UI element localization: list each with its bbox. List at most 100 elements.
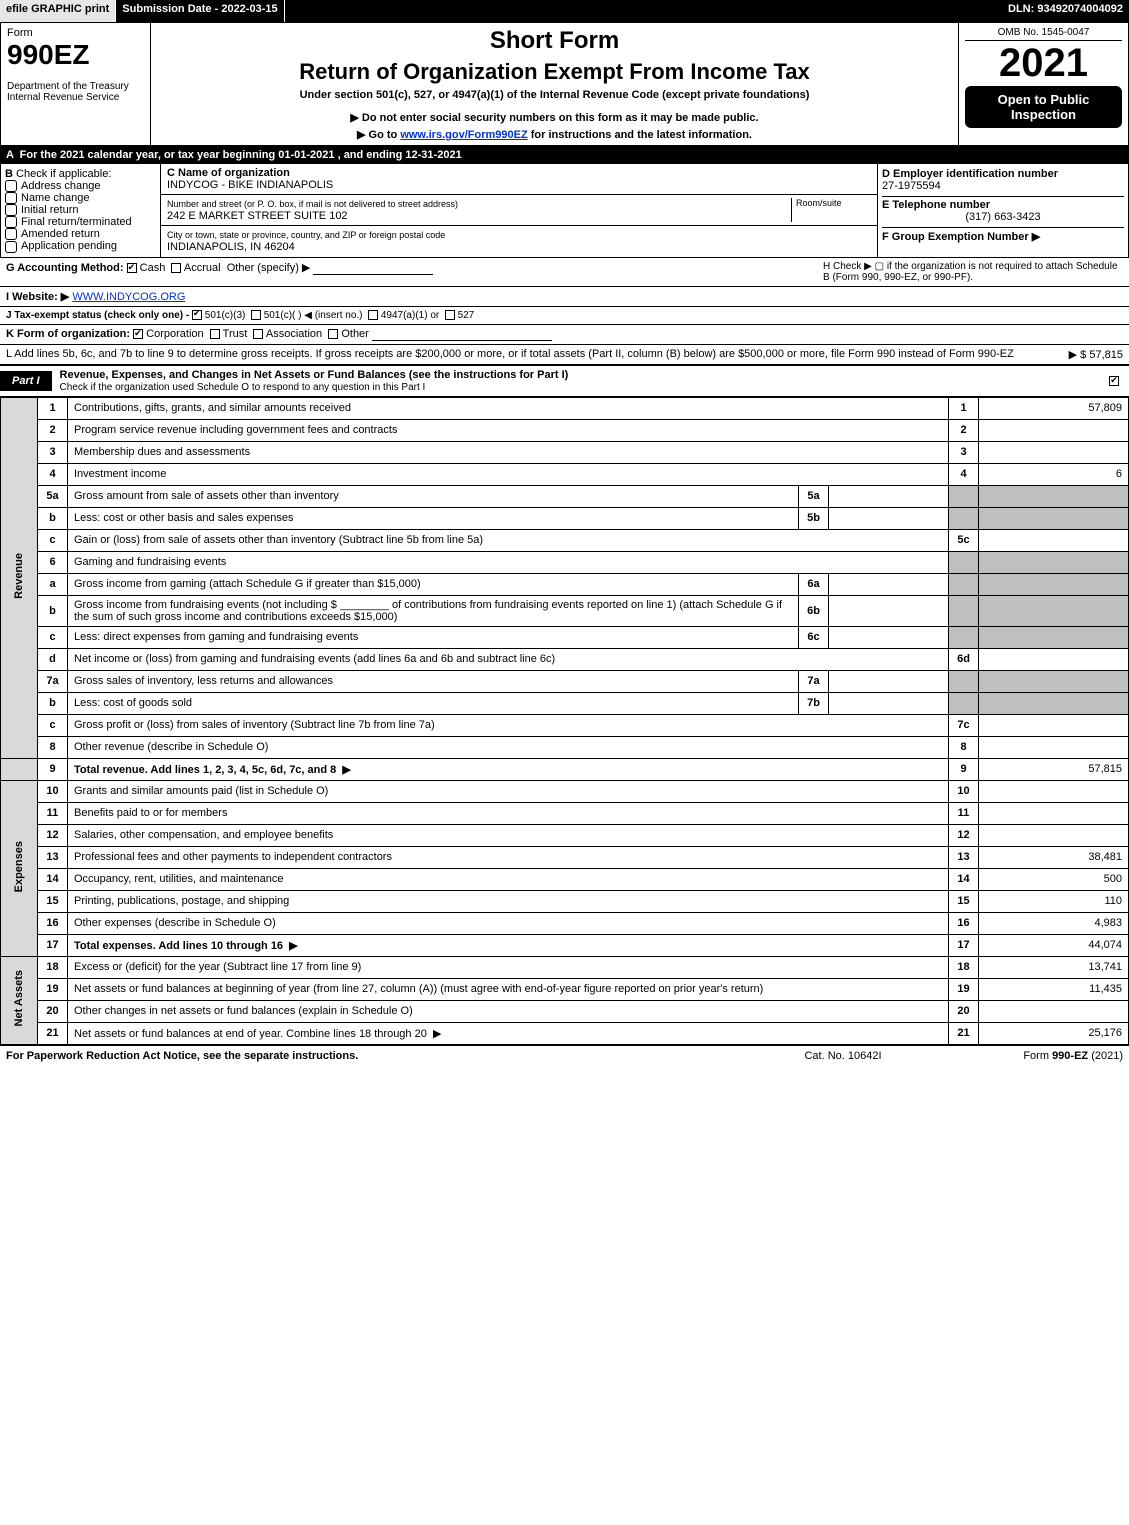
s5a: 5a [799, 485, 829, 507]
line-g-h: G Accounting Method: Cash Accrual Other … [0, 258, 1129, 287]
tax-year: 2021 [965, 41, 1122, 86]
v6a-shade [979, 573, 1129, 595]
l-text: L Add lines 5b, 6c, and 7b to line 9 to … [6, 348, 1023, 361]
line-a-text: For the 2021 calendar year, or tax year … [20, 149, 462, 161]
checkbox-pending[interactable] [5, 241, 17, 253]
r8: 8 [949, 736, 979, 758]
n14: 14 [38, 868, 68, 890]
t2: Program service revenue including govern… [68, 419, 949, 441]
t17: Total expenses. Add lines 10 through 16 … [68, 934, 949, 956]
sv5b [829, 507, 949, 529]
k-other-input[interactable] [372, 328, 552, 341]
r18: 18 [949, 956, 979, 978]
v18: 13,741 [979, 956, 1129, 978]
checkbox-name-change[interactable] [5, 192, 17, 204]
n11: 11 [38, 802, 68, 824]
website-link[interactable]: WWW.INDYCOG.ORG [72, 291, 185, 303]
checkbox-other[interactable] [328, 329, 338, 339]
k-label: K Form of organization: [6, 328, 130, 340]
v1: 57,809 [979, 397, 1129, 419]
t8: Other revenue (describe in Schedule O) [68, 736, 949, 758]
n6b: b [38, 595, 68, 626]
t18: Excess or (deficit) for the year (Subtra… [68, 956, 949, 978]
sv6b [829, 595, 949, 626]
room-suite: Room/suite [791, 198, 871, 222]
city: INDIANAPOLIS, IN 46204 [167, 241, 295, 253]
street-label: Number and street (or P. O. box, if mail… [167, 199, 458, 209]
checkbox-accrual[interactable] [171, 263, 181, 273]
part-i-tab: Part I [0, 371, 52, 391]
b-title: Check if applicable: [16, 168, 111, 180]
efile-topbar: efile GRAPHIC print Submission Date - 20… [0, 0, 1129, 22]
t7c: Gross profit or (loss) from sales of inv… [68, 714, 949, 736]
col-d: D Employer identification number 27-1975… [878, 164, 1128, 257]
n5b: b [38, 507, 68, 529]
checkbox-527[interactable] [445, 310, 455, 320]
v6b-shade [979, 595, 1129, 626]
row-5b: b Less: cost or other basis and sales ex… [1, 507, 1129, 529]
row-6b: b Gross income from fundraising events (… [1, 595, 1129, 626]
v5a-shade [979, 485, 1129, 507]
dept-treasury: Department of the Treasury Internal Reve… [7, 81, 144, 103]
checkbox-final[interactable] [5, 216, 17, 228]
irs-link[interactable]: www.irs.gov/Form990EZ [400, 129, 527, 141]
n4: 4 [38, 463, 68, 485]
efile-print[interactable]: efile GRAPHIC print [0, 0, 116, 22]
v6c-shade [979, 626, 1129, 648]
t7b: Less: cost of goods sold [68, 692, 799, 714]
k-d: Other [341, 328, 369, 340]
j-b: 501(c)( ) ◀ (insert no.) [264, 310, 363, 321]
line-h: H Check ▶ ▢ if the organization is not r… [823, 261, 1123, 283]
subtitle: Under section 501(c), 527, or 4947(a)(1)… [161, 89, 948, 101]
s6c: 6c [799, 626, 829, 648]
col-c: C Name of organization INDYCOG - BIKE IN… [161, 164, 878, 257]
k-a: Corporation [146, 328, 203, 340]
header-right: OMB No. 1545-0047 2021 Open to Public In… [958, 23, 1128, 145]
checkbox-501c3[interactable] [192, 310, 202, 320]
checkbox-address-change[interactable] [5, 180, 17, 192]
row-6a: a Gross income from gaming (attach Sched… [1, 573, 1129, 595]
v5c [979, 529, 1129, 551]
col-b: B Check if applicable: Address change Na… [1, 164, 161, 257]
opt-amended: Amended return [21, 228, 100, 240]
checkbox-assoc[interactable] [253, 329, 263, 339]
opt-pending: Application pending [21, 240, 117, 252]
t12: Salaries, other compensation, and employ… [68, 824, 949, 846]
r7c: 7c [949, 714, 979, 736]
g-other-input[interactable] [313, 262, 433, 275]
street: 242 E MARKET STREET SUITE 102 [167, 210, 348, 222]
checkbox-initial[interactable] [5, 204, 17, 216]
row-8: 8 Other revenue (describe in Schedule O)… [1, 736, 1129, 758]
n17: 17 [38, 934, 68, 956]
line-l: L Add lines 5b, 6c, and 7b to line 9 to … [0, 345, 1129, 365]
checkbox-corp[interactable] [133, 329, 143, 339]
checkbox-amended[interactable] [5, 228, 17, 240]
dln-label: DLN: [1008, 3, 1037, 15]
t20: Other changes in net assets or fund bala… [68, 1000, 949, 1022]
v7b-shade [979, 692, 1129, 714]
t7a: Gross sales of inventory, less returns a… [68, 670, 799, 692]
n7a: 7a [38, 670, 68, 692]
checkbox-trust[interactable] [210, 329, 220, 339]
row-5c: c Gain or (loss) from sale of assets oth… [1, 529, 1129, 551]
i-label: I Website: ▶ [6, 291, 69, 303]
v3 [979, 441, 1129, 463]
r4: 4 [949, 463, 979, 485]
part-i-title-text: Revenue, Expenses, and Changes in Net As… [60, 369, 569, 381]
checkbox-sched-o[interactable] [1109, 376, 1119, 386]
form-number: 990EZ [7, 39, 144, 71]
r6a-shade [949, 573, 979, 595]
t21: Net assets or fund balances at end of ye… [68, 1022, 949, 1044]
line-i: I Website: ▶ WWW.INDYCOG.ORG [0, 287, 1129, 307]
row-12: 12 Salaries, other compensation, and emp… [1, 824, 1129, 846]
footer-catno: Cat. No. 10642I [743, 1050, 943, 1062]
checkbox-cash[interactable] [127, 263, 137, 273]
info-block: B Check if applicable: Address change Na… [0, 164, 1129, 258]
t6a: Gross income from gaming (attach Schedul… [68, 573, 799, 595]
v15: 110 [979, 890, 1129, 912]
checkbox-4947[interactable] [368, 310, 378, 320]
checkbox-501c[interactable] [251, 310, 261, 320]
j-c: 4947(a)(1) or [381, 310, 439, 321]
sv6a [829, 573, 949, 595]
j-label: J Tax-exempt status (check only one) - [6, 310, 192, 321]
